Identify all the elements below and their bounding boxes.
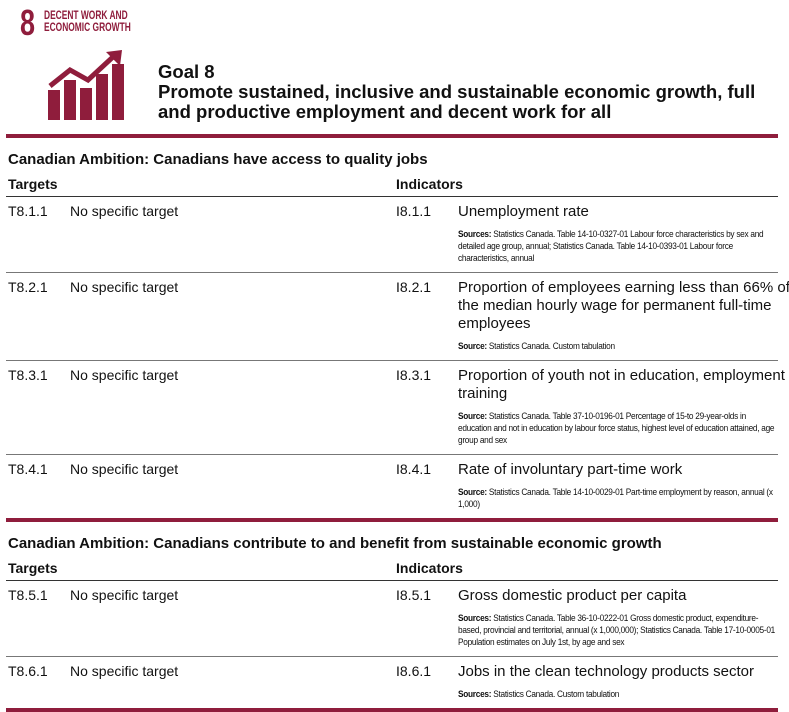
source: Sources: Statistics Canada. Table 14-10-… bbox=[458, 228, 780, 264]
target-text: No specific target bbox=[70, 279, 179, 295]
indicator-cell: Proportion of employees earning less tha… bbox=[458, 279, 789, 352]
indicator-text: Proportion of youth not in education, em… bbox=[458, 367, 789, 402]
goal-title: Promote sustained, inclusive and sustain… bbox=[158, 81, 756, 122]
target-text: No specific target bbox=[70, 203, 179, 219]
target-id: T8.5.1 bbox=[8, 587, 48, 603]
column-header: Targets Indicators bbox=[6, 560, 778, 581]
source: Source: Statistics Canada. Table 14-10-0… bbox=[458, 486, 780, 510]
goal-label: Goal 8 bbox=[158, 61, 215, 82]
indicator-id: I8.4.1 bbox=[396, 461, 432, 477]
table-row: T8.2.1 No specific target I8.2.1 Proportion… bbox=[6, 273, 789, 361]
source-text: Statistics Canada. Table 14-10-0327-01 L… bbox=[458, 229, 764, 263]
table-row: T8.5.1 No specific target I8.5.1 Gross dome… bbox=[6, 581, 778, 657]
source-label: Source: bbox=[458, 341, 487, 351]
source: Source: Statistics Canada. Table 37-10-0… bbox=[458, 410, 780, 446]
source-label: Sources: bbox=[458, 689, 492, 699]
section-rule bbox=[6, 134, 778, 138]
goal-heading: Goal 8 Promote sustained, inclusive and … bbox=[158, 62, 778, 122]
indicator-text: Jobs in the clean technology products se… bbox=[458, 663, 755, 680]
targets-header: Targets bbox=[8, 560, 58, 576]
indicator-id: I8.6.1 bbox=[396, 663, 432, 679]
indicator-text: Unemployment rate bbox=[458, 203, 589, 220]
indicator-cell: Rate of involuntary part-time work Source… bbox=[458, 461, 789, 510]
source-label: Sources: bbox=[458, 229, 492, 239]
source-text: Statistics Canada. Table 36-10-0222-01 G… bbox=[458, 613, 775, 647]
bottom-rule bbox=[6, 708, 778, 712]
source-label: Source: bbox=[458, 487, 487, 497]
badge-text: DECENT WORK AND ECONOMIC GROWTH bbox=[44, 9, 131, 33]
target-id: T8.4.1 bbox=[8, 461, 48, 477]
target-id: T8.1.1 bbox=[8, 203, 48, 219]
indicator-text: Rate of involuntary part-time work bbox=[458, 461, 683, 478]
indicator-id: I8.2.1 bbox=[396, 279, 432, 295]
source-text: Statistics Canada. Custom tabulation bbox=[493, 689, 620, 699]
indicator-id: I8.1.1 bbox=[396, 203, 432, 219]
target-text: No specific target bbox=[70, 461, 179, 477]
goal-table: Canadian Ambition: Canadians have access… bbox=[6, 134, 789, 712]
badge-line: DECENT WORK AND bbox=[44, 8, 128, 22]
indicator-cell: Proportion of youth not in education, em… bbox=[458, 367, 789, 446]
source: Sources: Statistics Canada. Custom tabul… bbox=[458, 688, 780, 700]
table-row: T8.6.1 No specific target I8.6.1 Jobs in th… bbox=[6, 657, 778, 708]
source-label: Sources: bbox=[458, 613, 492, 623]
indicator-text: Gross domestic product per capita bbox=[458, 587, 687, 604]
indicator-cell: Gross domestic product per capita Sources… bbox=[458, 587, 789, 648]
target-id: T8.3.1 bbox=[8, 367, 48, 383]
source-text: Statistics Canada. Custom tabulation bbox=[488, 341, 615, 351]
section-rule bbox=[6, 518, 778, 522]
growth-icon bbox=[48, 50, 124, 120]
indicator-cell: Unemployment rate Sources: Statistics Can… bbox=[458, 203, 789, 264]
ambition: Canadian Ambition: Canadians have access… bbox=[8, 151, 428, 168]
indicators-header: Indicators bbox=[396, 176, 463, 192]
column-header: Targets Indicators bbox=[6, 176, 778, 197]
target-text: No specific target bbox=[70, 367, 179, 383]
source: Sources: Statistics Canada. Table 36-10-… bbox=[458, 612, 780, 648]
indicator-text: Proportion of employees earning less tha… bbox=[458, 279, 789, 332]
target-text: No specific target bbox=[70, 663, 179, 679]
ambition: Canadian Ambition: Canadians contribute … bbox=[8, 535, 662, 552]
source: Source: Statistics Canada. Custom tabula… bbox=[458, 340, 780, 352]
sdg-badge: 8 DECENT WORK AND ECONOMIC GROWTH bbox=[20, 2, 168, 43]
indicator-id: I8.5.1 bbox=[396, 587, 432, 603]
table-row: T8.4.1 No specific target I8.4.1 Rate of in… bbox=[6, 455, 778, 518]
source-text: Statistics Canada. Table 37-10-0196-01 P… bbox=[458, 411, 775, 445]
target-text: No specific target bbox=[70, 587, 179, 603]
table-row: T8.1.1 No specific target I8.1.1 Unemployme… bbox=[6, 197, 778, 273]
target-id: T8.2.1 bbox=[8, 279, 48, 295]
source-text: Statistics Canada. Table 14-10-0029-01 P… bbox=[458, 487, 773, 509]
indicator-id: I8.3.1 bbox=[396, 367, 432, 383]
badge-line: ECONOMIC GROWTH bbox=[44, 20, 131, 34]
indicators-header: Indicators bbox=[396, 560, 463, 576]
target-id: T8.6.1 bbox=[8, 663, 48, 679]
badge-number: 8 bbox=[20, 2, 36, 43]
indicator-cell: Jobs in the clean technology products se… bbox=[458, 663, 789, 700]
table-row: T8.3.1 No specific target I8.3.1 Proportion… bbox=[6, 361, 789, 455]
targets-header: Targets bbox=[8, 176, 58, 192]
source-label: Source: bbox=[458, 411, 487, 421]
